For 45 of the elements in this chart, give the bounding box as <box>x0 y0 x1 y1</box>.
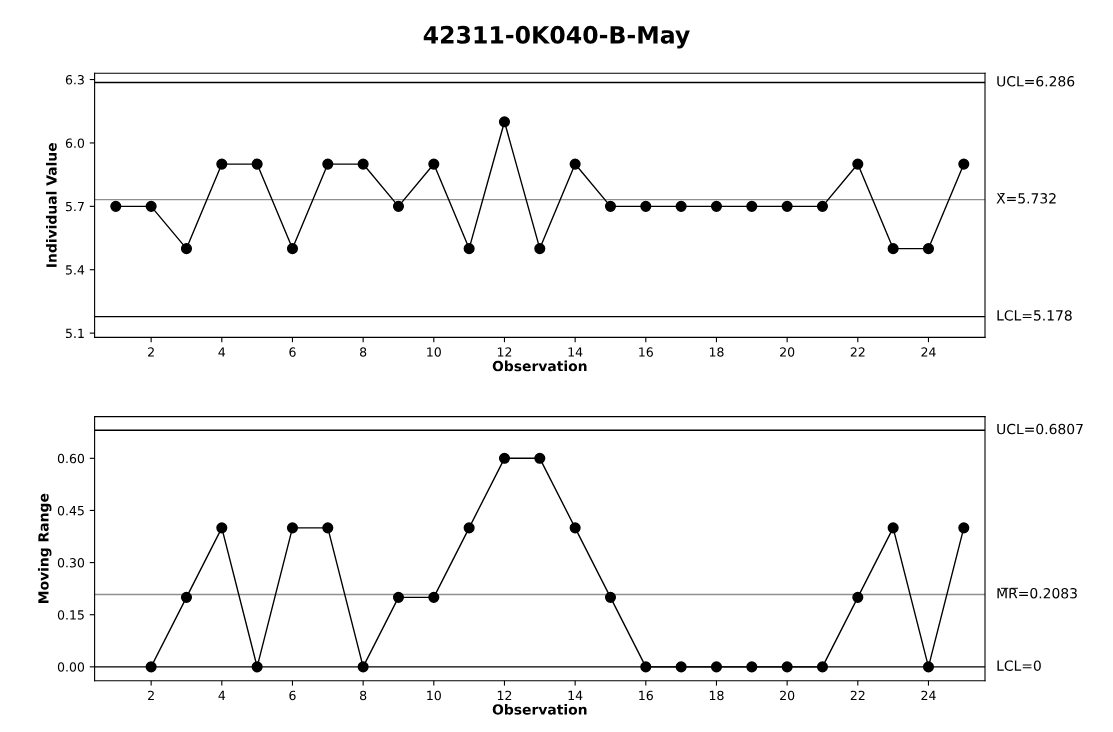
x-tick-label: 24 <box>921 347 936 357</box>
x-tick-label: 16 <box>639 347 653 357</box>
y-tick-label: 6.0 <box>65 138 85 148</box>
x-tick-label: 6 <box>289 347 296 357</box>
x-tick-label: 14 <box>568 347 583 357</box>
x-tick-label: 14 <box>568 690 583 700</box>
x-tick-label: 18 <box>709 690 724 701</box>
y-tick-label: 0.00 <box>57 662 85 672</box>
y-tick-label: 5.1 <box>65 328 84 339</box>
ref-line-label: M̅R̅=0.2083 <box>997 587 1077 599</box>
x-tick-label: 12 <box>497 347 512 357</box>
ref-line-label: LCL=0 <box>997 660 1041 671</box>
x-tick-label: 16 <box>639 690 653 701</box>
y-tick-label: 0.60 <box>57 453 85 464</box>
ref-line-label: UCL=0.6807 <box>997 423 1083 435</box>
y-tick-label: 0.15 <box>57 610 84 620</box>
x-tick-label: 8 <box>360 347 367 357</box>
y-tick-label: 0.30 <box>57 558 85 568</box>
x-tick-label: 22 <box>850 347 865 357</box>
x-tick-label: 10 <box>427 347 441 357</box>
x-tick-label: 22 <box>850 690 865 700</box>
x-axis-title: Observation <box>492 703 587 715</box>
y-axis-title: Individual Value <box>46 143 57 267</box>
x-tick-label: 12 <box>497 690 512 700</box>
ref-line-label: LCL=5.178 <box>997 310 1072 321</box>
x-tick-label: 4 <box>218 347 226 357</box>
y-tick-label: 0.45 <box>57 505 84 516</box>
x-tick-label: 4 <box>218 690 226 700</box>
x-tick-label: 6 <box>289 690 296 701</box>
x-tick-label: 2 <box>148 690 154 700</box>
y-tick-label: 6.3 <box>65 75 84 85</box>
x-tick-label: 24 <box>921 690 936 700</box>
x-tick-label: 20 <box>780 690 795 701</box>
x-axis-title: Observation <box>492 360 587 372</box>
ref-line-label: UCL=6.286 <box>997 76 1075 87</box>
chart-title: 42311-0K040-B-May <box>423 25 690 49</box>
y-tick-label: 5.4 <box>65 265 85 275</box>
x-tick-label: 10 <box>427 690 441 701</box>
x-tick-label: 18 <box>709 347 724 357</box>
x-tick-label: 8 <box>360 690 367 701</box>
x-tick-label: 20 <box>780 347 795 357</box>
ref-line-label: X̄=5.732 <box>996 193 1056 204</box>
y-tick-label: 5.7 <box>65 201 84 212</box>
y-axis-title: Moving Range <box>37 493 52 603</box>
x-tick-label: 2 <box>148 347 154 357</box>
